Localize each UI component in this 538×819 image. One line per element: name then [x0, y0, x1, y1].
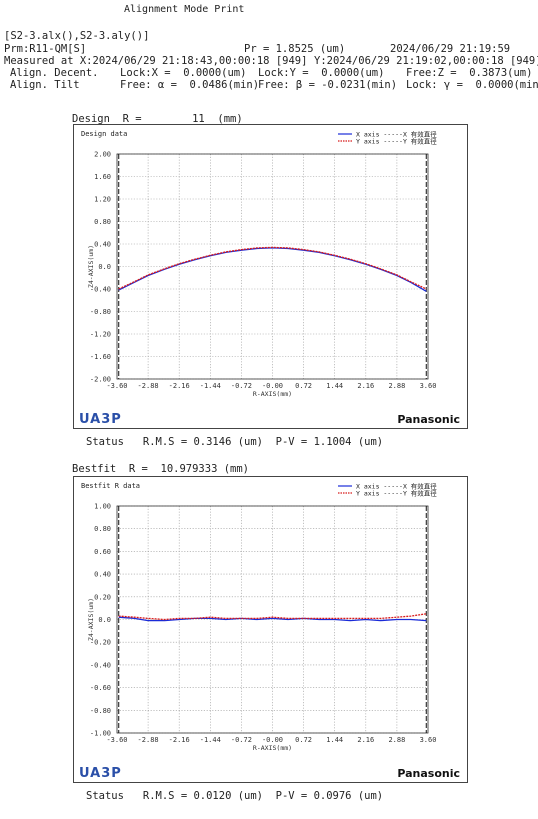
tilt-alpha: Free: α = 0.0486(min)	[120, 79, 260, 91]
y-tick-label: -1.00	[90, 730, 111, 738]
measured-y-line: Y:2024/06/29 21:19:02,00:00:18 [949]	[314, 55, 538, 67]
x-tick-label: -2.88	[138, 736, 159, 744]
y-tick-label: -0.80	[90, 707, 111, 715]
parameter-label: Prm:R11-QM[S]	[4, 43, 87, 55]
measured-x-line: Measured at X:2024/06/29 21:18:43,00:00:…	[4, 55, 308, 67]
y-tick-label: -0.40	[90, 286, 111, 294]
bestfit-status: Status R.M.S = 0.0120 (um) P-V = 0.0976 …	[86, 790, 384, 802]
page-title: Alignment Mode Print	[124, 4, 245, 15]
design-radius-label: Design R = 11 (mm)	[72, 113, 243, 125]
x-tick-label: -0.72	[231, 382, 252, 390]
x-tick-label: -0.72	[231, 736, 252, 744]
y-tick-label: -0.20	[90, 639, 111, 647]
y-tick-label: 2.00	[94, 151, 111, 159]
x-tick-label: -2.16	[169, 382, 190, 390]
print-timestamp: 2024/06/29 21:19:59	[390, 43, 511, 55]
x-tick-label: -0.00	[262, 382, 283, 390]
y-tick-label: 0.0	[98, 263, 111, 271]
y-tick-label: -0.80	[90, 308, 111, 316]
y-axis-label: Z4-AXIS(um)	[87, 598, 95, 641]
x-tick-label: 0.72	[295, 736, 312, 744]
x-tick-label: -0.00	[262, 736, 283, 744]
y-tick-label: 0.80	[94, 525, 111, 533]
chart-frame	[73, 124, 468, 429]
panasonic-logo: Panasonic	[397, 413, 460, 426]
x-tick-label: -2.16	[169, 736, 190, 744]
x-tick-label: 1.44	[326, 736, 343, 744]
legend-entry-y: Y axis -----Y 有效直径	[356, 489, 437, 498]
y-tick-label: 1.00	[94, 503, 111, 511]
decent-label: Align. Decent.	[10, 67, 99, 79]
y-tick-label: 0.40	[94, 241, 111, 249]
x-axis-label: R-AXIS(mm)	[253, 390, 292, 398]
x-tick-label: 1.44	[326, 382, 343, 390]
legend-entry-x: X axis -----X 有效直径	[356, 130, 437, 139]
x-tick-label: 3.60	[420, 736, 437, 744]
tilt-gamma: Lock: γ = 0.0000(min)	[406, 79, 538, 91]
y-tick-label: 0.40	[94, 571, 111, 579]
x-tick-label: -1.44	[200, 736, 221, 744]
x-tick-label: -2.88	[138, 382, 159, 390]
ua3p-logo: UA3P	[79, 412, 122, 427]
chart-title: Bestfit R data	[81, 482, 140, 490]
legend-entry-x: X axis -----X 有效直径	[356, 482, 437, 491]
x-tick-label: -3.60	[106, 736, 127, 744]
y-tick-label: 0.20	[94, 593, 111, 601]
decent-y: Lock:Y = 0.0000(um)	[258, 67, 385, 79]
x-tick-label: 3.60	[420, 382, 437, 390]
plot-area	[116, 505, 429, 734]
series-line-y-axis	[118, 613, 427, 621]
y-tick-label: 0.80	[94, 218, 111, 226]
x-tick-label: 2.88	[388, 382, 405, 390]
x-axis-label: R-AXIS(mm)	[253, 744, 292, 752]
x-tick-label: 0.72	[295, 382, 312, 390]
file-names: [S2-3.alx(),S2-3.aly()]	[4, 30, 150, 42]
series-line-y-axis	[118, 246, 427, 290]
panasonic-logo: Panasonic	[397, 767, 460, 780]
x-tick-label: 2.16	[357, 382, 374, 390]
y-axis-label: Z4-AXIS(um)	[87, 245, 95, 288]
plot-area	[116, 153, 429, 380]
decent-x: Lock:X = 0.0000(um)	[120, 67, 247, 79]
pr-value: Pr = 1.8525 (um)	[244, 43, 346, 55]
y-tick-label: 0.60	[94, 548, 111, 556]
y-tick-label: 1.60	[94, 173, 111, 181]
bestfit-radius-label: Bestfit R = 10.979333 (mm)	[72, 463, 250, 475]
y-tick-label: -1.20	[90, 331, 111, 339]
y-tick-label: 1.20	[94, 196, 111, 204]
chart-frame	[73, 476, 468, 783]
y-tick-label: -0.40	[90, 661, 111, 669]
decent-z: Free:Z = 0.3873(um)	[406, 67, 533, 79]
y-tick-label: -1.60	[90, 353, 111, 361]
x-tick-label: -1.44	[200, 382, 221, 390]
series-line-x-axis	[118, 616, 427, 622]
x-tick-label: -3.60	[106, 382, 127, 390]
ua3p-logo: UA3P	[79, 766, 122, 781]
tilt-beta: Free: β = -0.0231(min)	[258, 79, 398, 91]
x-tick-label: 2.88	[388, 736, 405, 744]
chart-title: Design data	[81, 130, 127, 138]
y-tick-label: -0.60	[90, 684, 111, 692]
y-tick-label: -2.00	[90, 376, 111, 384]
y-tick-label: 0.0	[98, 616, 111, 624]
x-tick-label: 2.16	[357, 736, 374, 744]
legend-entry-y: Y axis -----Y 有效直径	[356, 137, 437, 146]
tilt-label: Align. Tilt	[10, 79, 80, 91]
design-status: Status R.M.S = 0.3146 (um) P-V = 1.1004 …	[86, 436, 384, 448]
